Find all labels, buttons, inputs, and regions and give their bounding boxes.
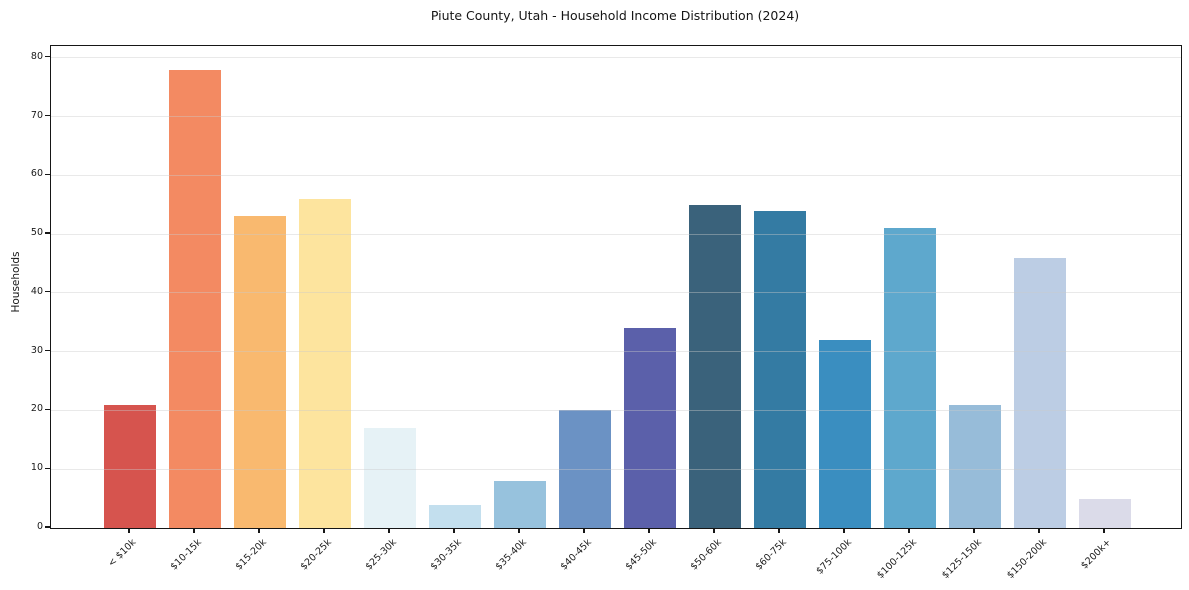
bar-$25-30k: [364, 428, 416, 528]
x-tick-mark: [128, 528, 130, 533]
x-tick-mark: [518, 528, 520, 533]
y-axis-label: Households: [10, 251, 22, 313]
gridline-y-80: [51, 57, 1181, 59]
x-tick-label: $75-100k: [814, 537, 854, 577]
x-tick-mark: [778, 528, 780, 533]
y-tick-label: 0: [36, 521, 43, 532]
x-tick-mark: [1038, 528, 1040, 533]
x-tick-label: $25-30k: [363, 537, 399, 573]
x-tick-mark: [323, 528, 325, 533]
x-tick-label: $40-45k: [558, 537, 594, 573]
x-tick-mark: [388, 528, 390, 533]
bar-$60-75k: [754, 210, 806, 528]
x-tick-label: $35-40k: [493, 537, 529, 573]
bar-$10-15k: [169, 69, 221, 528]
bar-$100-125k: [884, 228, 936, 528]
y-tick-mark: [45, 114, 50, 117]
y-tick-label: 70: [30, 109, 43, 121]
x-tick-mark: [973, 528, 975, 533]
bar-$50-60k: [689, 204, 741, 528]
bar-$30-35k: [429, 504, 481, 528]
y-tick-label: 60: [30, 168, 43, 180]
y-tick-label: 80: [30, 50, 43, 62]
y-tick-label: 20: [30, 403, 43, 415]
bar-$200k+: [1079, 498, 1131, 528]
bar-< $10k: [104, 404, 156, 528]
x-tick-mark: [648, 528, 650, 533]
bar-$125-150k: [949, 404, 1001, 528]
x-tick-label: $10-15k: [168, 537, 204, 573]
x-tick-label: $20-25k: [298, 537, 334, 573]
x-tick-label: $60-75k: [753, 537, 789, 573]
y-tick-label: 10: [30, 462, 43, 474]
y-tick-mark: [45, 350, 50, 352]
x-tick-label: $50-60k: [688, 537, 724, 573]
plot-area: [50, 45, 1182, 529]
bar-$75-100k: [819, 339, 871, 528]
y-tick-label: 40: [30, 285, 43, 297]
y-tick-mark: [45, 56, 50, 58]
y-tick-mark: [45, 173, 50, 175]
x-tick-mark: [258, 528, 260, 533]
x-tick-label: < $10k: [106, 537, 139, 570]
x-tick-label: $200k+: [1079, 537, 1114, 572]
bar-$20-25k: [299, 198, 351, 528]
bar-$15-20k: [234, 216, 286, 528]
x-tick-label: $125-150k: [939, 537, 984, 582]
x-tick-mark: [713, 528, 715, 533]
chart-title: Piute County, Utah - Household Income Di…: [430, 8, 800, 23]
bar-$45-50k: [624, 328, 676, 528]
x-tick-label: $100-125k: [874, 537, 919, 582]
bar-$40-45k: [559, 410, 611, 528]
x-tick-mark: [1103, 528, 1105, 533]
y-tick-mark: [45, 291, 50, 293]
x-tick-label: $15-20k: [233, 537, 269, 573]
bar-$35-40k: [494, 480, 546, 528]
x-tick-mark: [843, 528, 845, 533]
y-tick-mark: [45, 467, 50, 469]
y-tick-label: 30: [30, 344, 43, 356]
bar-$150-200k: [1014, 257, 1066, 528]
x-tick-mark: [453, 528, 455, 533]
y-tick-mark: [45, 232, 50, 234]
x-tick-label: $150-200k: [1004, 537, 1049, 582]
x-tick-mark: [908, 528, 910, 533]
y-tick-mark: [45, 408, 50, 411]
x-tick-mark: [193, 528, 195, 533]
x-tick-mark: [583, 528, 585, 533]
y-tick-label: 50: [30, 227, 43, 239]
x-tick-label: $45-50k: [623, 537, 659, 573]
x-tick-label: $30-35k: [428, 537, 464, 573]
y-tick-mark: [45, 526, 50, 528]
